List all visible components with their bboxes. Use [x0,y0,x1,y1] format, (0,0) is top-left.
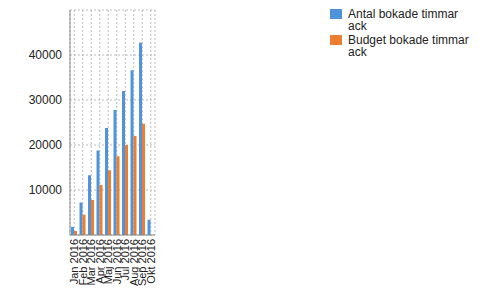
html-text:Budget bokade timmar ack: Budget bokade timmar ack [348,33,469,59]
svg-text:Jun 2016: Jun 2016 [110,239,123,285]
svg-text:Jul 2016: Jul 2016 [119,239,132,281]
svg-text:30000: 30000 [29,93,63,107]
svg-text:Aug 2016: Aug 2016 [127,239,140,287]
svg-text:Mar 2016: Mar 2016 [85,239,98,286]
svg-text:Okt 2016: Okt 2016 [145,239,157,284]
svg-text:Jan 2016: Jan 2016 [68,239,81,285]
svg-text:Feb 2016: Feb 2016 [76,239,89,286]
svg-text:20000: 20000 [29,138,63,152]
svg-text:10000: 10000 [29,183,63,197]
svg-text:Sep 2016: Sep 2016 [136,239,149,287]
svg-text:40000: 40000 [29,48,63,62]
svg-text:Maj 2016: Maj 2016 [102,239,115,285]
svg-text:Apr 2016: Apr 2016 [93,239,106,284]
html-text:Antal bokade timmar ack: Antal bokade timmar ack [348,7,459,33]
